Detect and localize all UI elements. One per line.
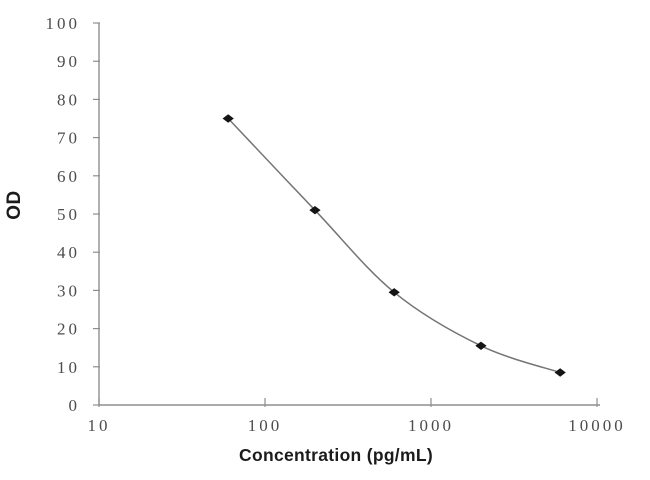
data-point-marker	[554, 368, 566, 377]
y-tick-label: 90	[57, 52, 80, 71]
y-tick-label: 10	[57, 358, 80, 377]
y-tick-label: 40	[57, 243, 80, 262]
x-tick-label: 1000	[408, 416, 454, 435]
plot-area: 0 10 20 30 40 50 60 70 80 90 100 10 100 1000 10000	[46, 14, 626, 435]
y-tick-label: 20	[57, 320, 80, 339]
x-tick-label: 100	[248, 416, 283, 435]
data-point-marker	[222, 114, 234, 123]
y-tick-label: 100	[46, 14, 81, 33]
y-tick-label: 60	[57, 167, 80, 186]
x-tick-label: 10000	[568, 416, 626, 435]
y-tick-label: 30	[57, 281, 80, 300]
data-point-marker	[475, 341, 487, 351]
data-point-marker	[309, 205, 321, 215]
y-axis-title: OD	[4, 190, 25, 220]
curve-line	[227, 117, 561, 374]
x-tick-label: 10	[88, 416, 111, 435]
y-tick-label: 50	[57, 205, 80, 224]
data-point-marker	[388, 288, 400, 297]
x-axis-title: Concentration (pg/mL)	[239, 445, 433, 465]
y-tick-label: 80	[57, 90, 80, 109]
y-tick-label: 0	[69, 396, 81, 415]
y-tick-label: 70	[57, 129, 80, 148]
